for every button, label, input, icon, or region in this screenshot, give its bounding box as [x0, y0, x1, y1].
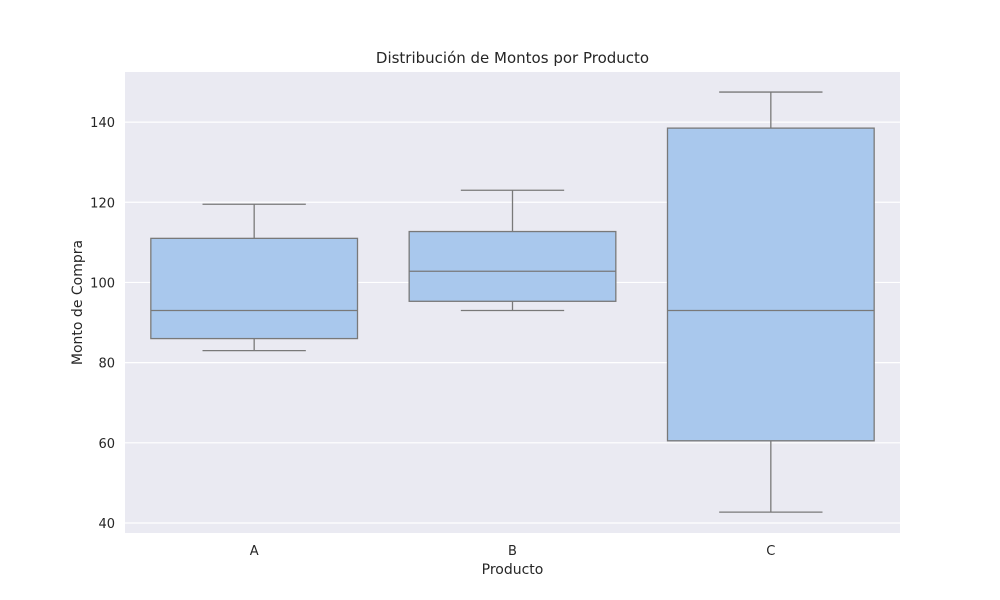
- y-tick-label: 40: [98, 517, 115, 532]
- box-B: [408, 189, 617, 312]
- x-tick-label: B: [508, 544, 517, 559]
- box-A: [150, 203, 359, 352]
- y-tick-label: 80: [98, 357, 115, 372]
- x-tick-label: A: [250, 544, 259, 559]
- chart-title: Distribución de Montos por Producto: [376, 49, 649, 67]
- x-tick-label: C: [766, 544, 775, 559]
- y-tick-label: 140: [90, 116, 115, 131]
- box-iqr: [150, 237, 359, 340]
- y-axis-label: Monto de Compra: [70, 240, 86, 365]
- box-iqr: [666, 127, 875, 442]
- boxes-group: [150, 91, 875, 513]
- y-tick-label: 120: [90, 196, 115, 211]
- box-C: [666, 91, 875, 513]
- y-tick-label: 100: [90, 276, 115, 291]
- x-axis-label: Producto: [482, 562, 544, 578]
- y-tick-label: 60: [98, 437, 115, 452]
- box-iqr: [408, 230, 617, 302]
- x-tick-labels: A B C: [250, 544, 776, 559]
- y-tick-labels: 40 60 80 100 120 140: [90, 116, 115, 532]
